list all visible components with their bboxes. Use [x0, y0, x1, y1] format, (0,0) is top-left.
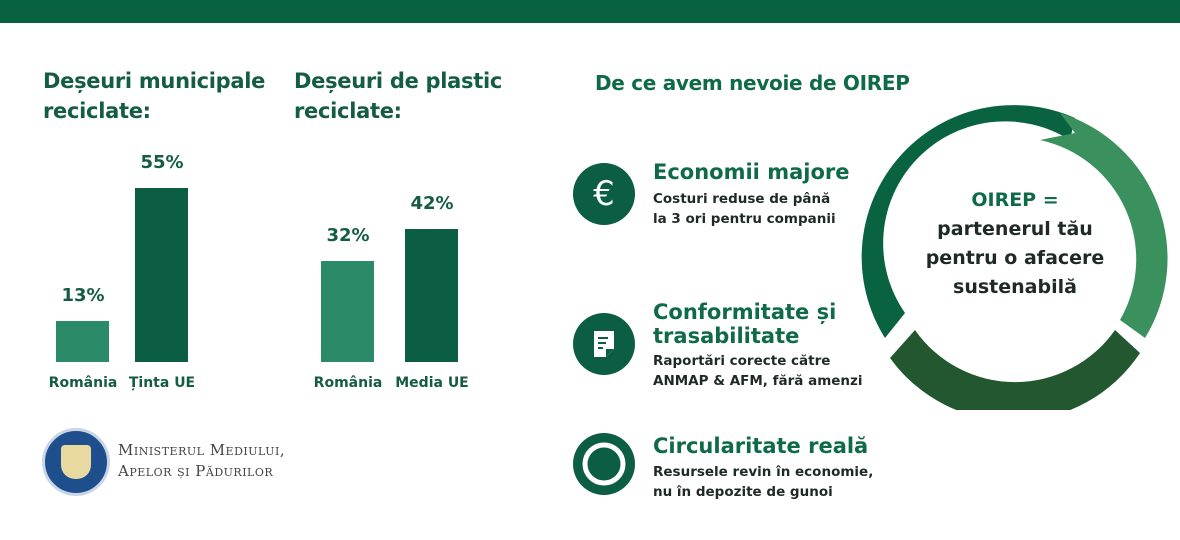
feature-title: Circularitate reală — [653, 434, 869, 458]
eagle-icon — [61, 445, 91, 479]
category-label: România — [313, 375, 383, 391]
feature-title: Conformitate și trasabilitate — [653, 300, 836, 348]
feature-desc: Costuri reduse de până la 3 ori pentru co… — [653, 189, 836, 229]
cycle-line: sustenabilă — [953, 276, 1077, 298]
desc-line: Costuri reduse de până — [653, 191, 831, 207]
document-icon — [573, 313, 635, 375]
title-line: Conformitate și — [653, 300, 837, 324]
desc-line: Resursele revin în economie, — [653, 464, 874, 480]
title-line: trasabilitate — [653, 324, 800, 348]
ministry-line1: Ministerul Mediului, — [118, 441, 286, 459]
why-title: De ce avem nevoie de OIREP — [595, 71, 910, 95]
feature-title: Economii majore — [653, 160, 850, 184]
category-label: Media UE — [395, 375, 469, 391]
ministry-name: Ministerul Mediului, Apelor și Pădurilor — [118, 440, 285, 482]
bar-1-1 — [405, 229, 458, 362]
data-label: 32% — [326, 224, 370, 246]
category-label: Ținta UE — [128, 375, 196, 391]
cycle-line: pentru o afacere — [925, 247, 1105, 269]
cycle-icon — [573, 433, 635, 495]
cycle-arrow-left — [861, 105, 1075, 338]
data-label: 13% — [61, 284, 105, 306]
ministry-line2: Apelor și Pădurilor — [118, 462, 274, 480]
bar-1-0 — [321, 260, 374, 362]
cycle-arrow-right — [1040, 113, 1168, 338]
cycle-arrow-bottom — [890, 330, 1140, 410]
category-label: România — [48, 375, 118, 391]
bar-0-0 — [56, 320, 109, 362]
data-label: 55% — [140, 152, 184, 174]
desc-line: Raportări corecte către — [653, 353, 831, 369]
feature-desc: Resursele revin în economie, nu în depozi… — [653, 462, 873, 502]
desc-line: la 3 ori pentru companii — [653, 211, 836, 227]
feature-desc: Raportări corecte către ANMAP & AFM, fără… — [653, 351, 863, 391]
bar-0-1 — [135, 188, 188, 362]
cycle-center-text: OIREP = partenerul tău pentru o afacere … — [905, 186, 1125, 302]
cycle-line: partenerul tău — [937, 218, 1093, 240]
euro-icon: € — [573, 163, 635, 225]
government-seal — [42, 428, 110, 496]
top-banner — [0, 0, 1180, 23]
desc-line: nu în depozite de gunoi — [653, 484, 833, 500]
cycle-line: OIREP = — [971, 189, 1059, 211]
desc-line: ANMAP & AFM, fără amenzi — [653, 373, 863, 389]
cycle-diagram — [861, 105, 1168, 410]
chart-title-municipal: Deșeuri municipale reciclate: — [43, 69, 266, 123]
chart-title-plastic: Deșeuri de plastic reciclate: — [294, 69, 503, 123]
data-label: 42% — [410, 193, 454, 215]
